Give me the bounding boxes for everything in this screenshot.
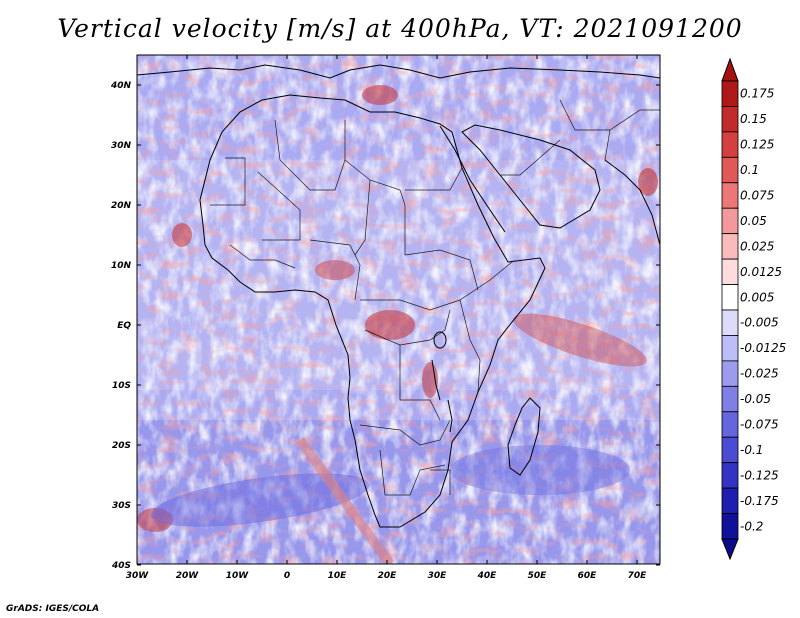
lon-label: 10W [226,571,250,581]
colorbar-swatch [721,106,739,133]
red-patch [513,313,647,367]
africa-coastline [199,94,546,528]
lat-label: 40N [110,81,132,91]
colorbar-swatch [721,182,739,209]
blue-patch [151,473,369,527]
colorbar-label: 0.125 [740,138,774,152]
lat-label: 10N [111,261,132,271]
lon-label: 60E [578,571,598,581]
colorbar-swatch [721,335,739,362]
latitude-labels: 40N 30N 20N 10N EQ 10S 20S 30S 40S [110,81,132,571]
colorbar-swatch [721,258,739,285]
colorbar: 0.175 0.15 0.125 0.1 0.075 0.05 0.025 0.0125 0.0… [721,57,786,561]
colorbar-label: -0.0125 [740,341,786,355]
axis-ticks [136,55,660,566]
colorbar-label: 0.05 [740,214,767,228]
colorbar-swatch [721,284,739,311]
colorbar-label: 0.15 [740,112,767,126]
colorbar-bottom-arrow [721,538,739,561]
lon-label: 30E [428,571,448,581]
colorbar-label: 0.0125 [740,265,782,279]
lat-label: 20S [112,441,131,451]
colorbar-swatch [721,513,739,540]
lat-label: 20N [111,201,132,211]
red-patch [315,260,355,280]
lon-label: 70E [628,571,648,581]
plot-frame [136,54,661,565]
lat-label: 30N [111,141,132,151]
madagascar [507,397,541,476]
colorbar-label: 0.175 [740,87,774,101]
india-coast [604,159,660,246]
country-borders [210,99,660,496]
colorbar-swatch [721,436,739,464]
colorbar-swatch [721,360,739,387]
velocity-field [137,55,660,564]
colorbar-label: 0.1 [740,163,759,177]
lon-label: 50E [528,571,548,581]
red-patch [638,168,658,196]
colorbar-label: -0.125 [740,468,779,482]
colorbar-label: -0.2 [740,519,763,533]
colorbar-swatch [721,80,739,107]
coastlines [137,64,660,528]
lon-label: 10E [328,571,348,581]
red-patch [362,85,398,105]
colorbar-label: 0.025 [740,239,774,253]
blue-patch [450,445,630,495]
lon-label: 20E [378,571,398,581]
colorbar-swatch [721,385,739,413]
colorbar-label: -0.175 [740,494,779,508]
colorbar-label: -0.075 [740,418,779,432]
colorbar-label: -0.025 [740,367,779,381]
colorbar-swatch [721,207,739,235]
red-patch [365,310,415,340]
lat-label: 10S [112,381,131,391]
longitude-labels: 30W 20W 10W 0 10E 20E 30E 40E 50E 60E 70E [126,571,647,581]
map-title: Vertical velocity [m/s] at 400hPa, VT: 2… [57,14,743,43]
colorbar-label: -0.05 [740,392,771,406]
colorbar-top-arrow [721,57,739,82]
colorbar-label: -0.1 [740,443,763,457]
colorbar-swatch [721,411,739,438]
credit-label: GrADS: IGES/COLA [6,604,100,614]
colorbar-swatch [721,131,739,158]
lakes [431,331,453,433]
colorbar-label: 0.005 [740,290,774,304]
europe-coast [137,64,660,79]
arabian-peninsula [461,124,601,229]
lat-label: EQ [117,321,131,331]
colorbar-swatch [721,309,739,336]
lon-label: 0 [284,571,290,581]
colorbar-swatch [721,462,739,489]
colorbar-label: 0.075 [740,189,774,203]
red-band [295,437,395,564]
lon-label: 40E [477,571,498,581]
colorbar-swatch [721,487,739,514]
lon-label: 20W [176,571,200,581]
colorbar-swatch [721,156,739,184]
lat-label: 40S [111,561,131,571]
lon-label: 30W [126,571,150,581]
colorbar-swatch [721,233,739,260]
colorbar-label: -0.005 [740,316,779,330]
lat-label: 30S [112,501,131,511]
red-patch [172,223,192,247]
red-sea [439,125,506,233]
